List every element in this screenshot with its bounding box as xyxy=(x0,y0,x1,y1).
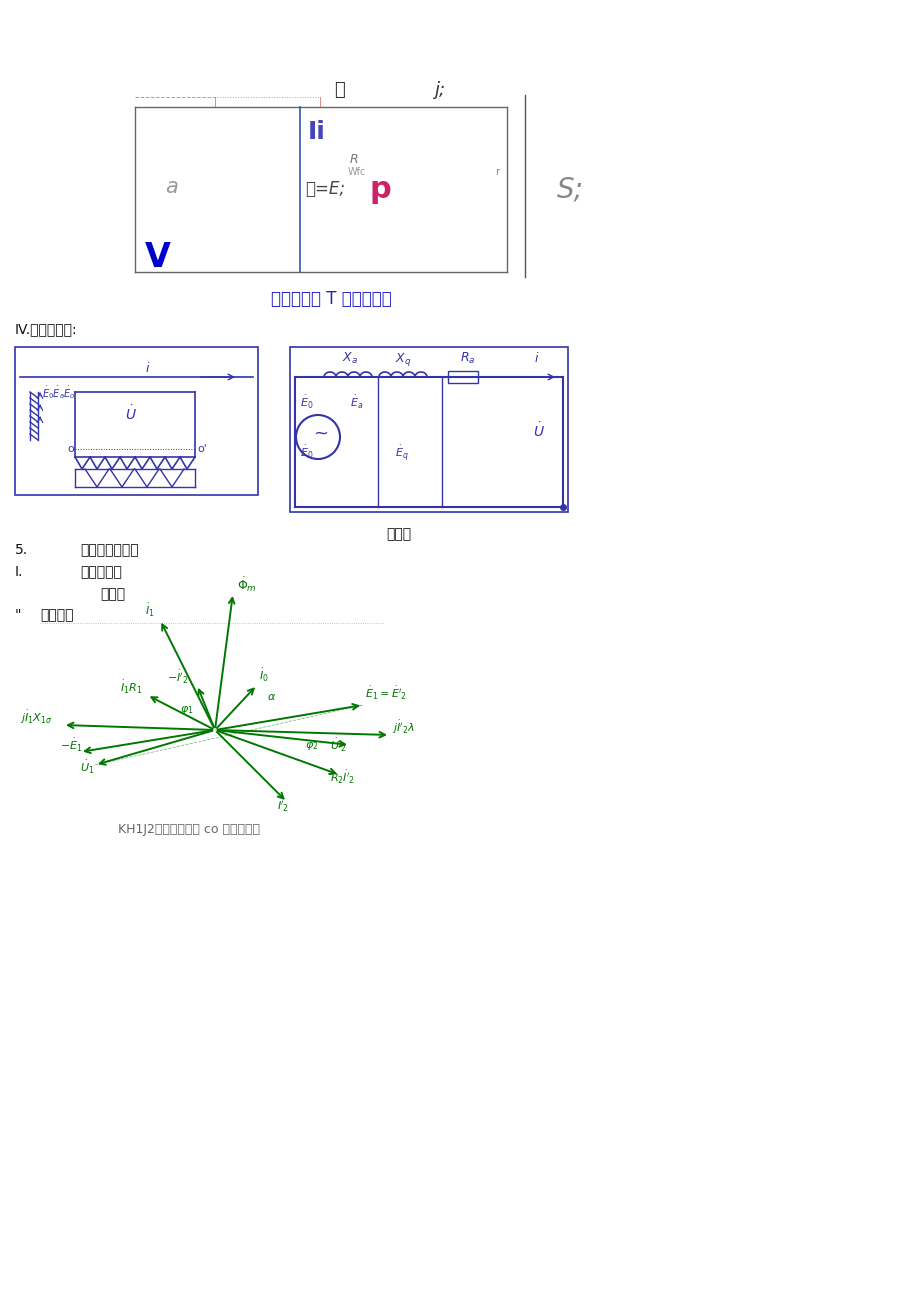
Text: $\dot{I}_0$: $\dot{I}_0$ xyxy=(259,667,268,684)
Text: V: V xyxy=(145,241,171,274)
Text: 尼: 尼 xyxy=(334,81,345,99)
Text: i: i xyxy=(146,362,149,375)
Text: （无）: （无） xyxy=(100,586,125,601)
Text: o': o' xyxy=(197,444,207,453)
Text: a: a xyxy=(165,177,177,197)
Text: $\varphi_2$: $\varphi_2$ xyxy=(305,740,318,752)
Text: $\dot{E}_0$: $\dot{E}_0$ xyxy=(300,444,313,461)
Text: Wfc: Wfc xyxy=(347,167,366,177)
Text: 垃=E;: 垃=E; xyxy=(305,180,345,198)
Text: $\dot{E}_q$: $\dot{E}_q$ xyxy=(394,443,408,463)
Text: o: o xyxy=(67,444,74,453)
Text: $X_a$: $X_a$ xyxy=(342,351,357,366)
Text: IV.同步发电机:: IV.同步发电机: xyxy=(15,322,77,336)
Text: I.: I. xyxy=(15,566,23,579)
Text: $\alpha$: $\alpha$ xyxy=(267,692,276,702)
Text: ~: ~ xyxy=(312,425,328,443)
Text: $\dot{\Phi}_m$: $\dot{\Phi}_m$ xyxy=(237,576,256,594)
Text: r: r xyxy=(494,167,498,177)
Text: $\dot{E}_a$: $\dot{E}_a$ xyxy=(349,394,363,410)
Text: $X_q$: $X_q$ xyxy=(394,351,411,369)
Text: $\dot{U}'_2$: $\dot{U}'_2$ xyxy=(330,736,346,754)
Text: 相量图及其绘制: 相量图及其绘制 xyxy=(80,543,139,556)
Text: $-\dot{E}_1$: $-\dot{E}_1$ xyxy=(60,736,83,754)
Text: KH1J2叱丨器川赋时 co 鹫化潸后）: KH1J2叱丨器川赋时 co 鹫化潸后） xyxy=(118,823,260,837)
Text: 异步电机的 T 型等效电路: 异步电机的 T 型等效电路 xyxy=(270,291,391,308)
Text: ": " xyxy=(15,609,21,622)
Bar xyxy=(448,371,478,383)
Text: $\dot{I}_1$: $\dot{I}_1$ xyxy=(145,602,154,619)
Bar xyxy=(289,347,567,512)
Text: 变压器：: 变压器： xyxy=(40,609,74,622)
Text: $\dot{U}$: $\dot{U}$ xyxy=(532,421,544,440)
Bar xyxy=(15,347,257,495)
Text: $R_a$: $R_a$ xyxy=(460,351,475,366)
Text: $j\dot{I}_1X_{1\sigma}$: $j\dot{I}_1X_{1\sigma}$ xyxy=(20,709,52,726)
Text: 直流电机：: 直流电机： xyxy=(80,566,121,579)
Text: $\dot{U}$: $\dot{U}$ xyxy=(125,404,137,423)
Text: $-\dot{I}'_2$: $-\dot{I}'_2$ xyxy=(167,668,188,685)
Text: $\dot{U}_1$: $\dot{U}_1$ xyxy=(80,758,95,775)
Text: i: i xyxy=(535,352,538,365)
Text: p: p xyxy=(369,175,391,203)
Text: $\dot{E}_0$: $\dot{E}_0$ xyxy=(300,394,313,410)
Text: j;: j; xyxy=(434,81,445,99)
Text: Ii: Ii xyxy=(308,120,325,145)
Text: 5.: 5. xyxy=(15,543,28,556)
Text: $\dot{I}'_2$: $\dot{I}'_2$ xyxy=(277,796,289,814)
Text: $\dot{I}_1R_1$: $\dot{I}_1R_1$ xyxy=(119,679,142,696)
Text: $R_2\dot{I}'_2$: $R_2\dot{I}'_2$ xyxy=(330,769,355,786)
Text: 隐极机: 隐极机 xyxy=(386,526,411,541)
Text: $j\dot{I}'_2\lambda$: $j\dot{I}'_2\lambda$ xyxy=(391,719,414,736)
Text: $\varphi_1$: $\varphi_1$ xyxy=(180,704,193,717)
Text: R: R xyxy=(349,152,358,165)
Text: $\dot{E}_0\dot{E}_a\dot{E}_o$: $\dot{E}_0\dot{E}_a\dot{E}_o$ xyxy=(42,384,75,401)
Text: $\dot{E}_1=\dot{E}'_2$: $\dot{E}_1=\dot{E}'_2$ xyxy=(365,684,406,702)
Text: S;: S; xyxy=(556,175,584,203)
